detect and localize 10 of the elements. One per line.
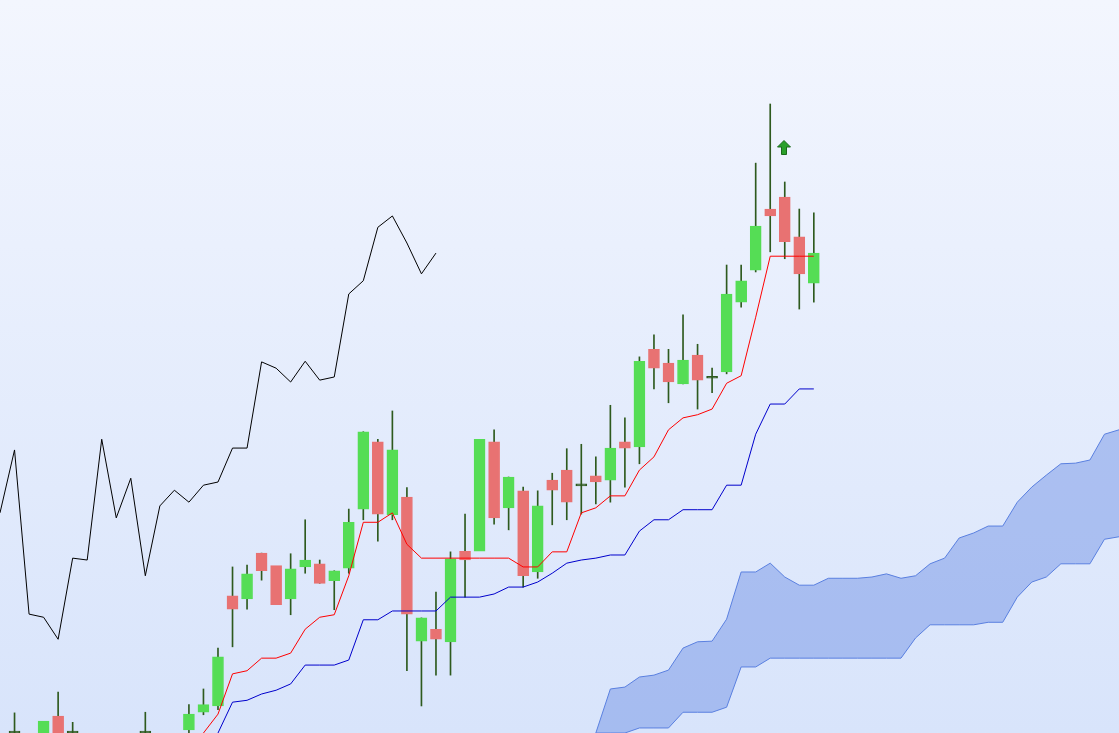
candlestick bbox=[430, 591, 442, 676]
candlestick bbox=[590, 456, 602, 505]
candlestick bbox=[575, 443, 588, 515]
candlestick bbox=[270, 565, 282, 606]
candlestick bbox=[764, 103, 777, 253]
candlestick bbox=[473, 438, 486, 552]
candlestick bbox=[546, 472, 559, 526]
candlestick bbox=[619, 417, 631, 488]
candlestick bbox=[299, 519, 312, 574]
candlestick bbox=[706, 367, 718, 394]
